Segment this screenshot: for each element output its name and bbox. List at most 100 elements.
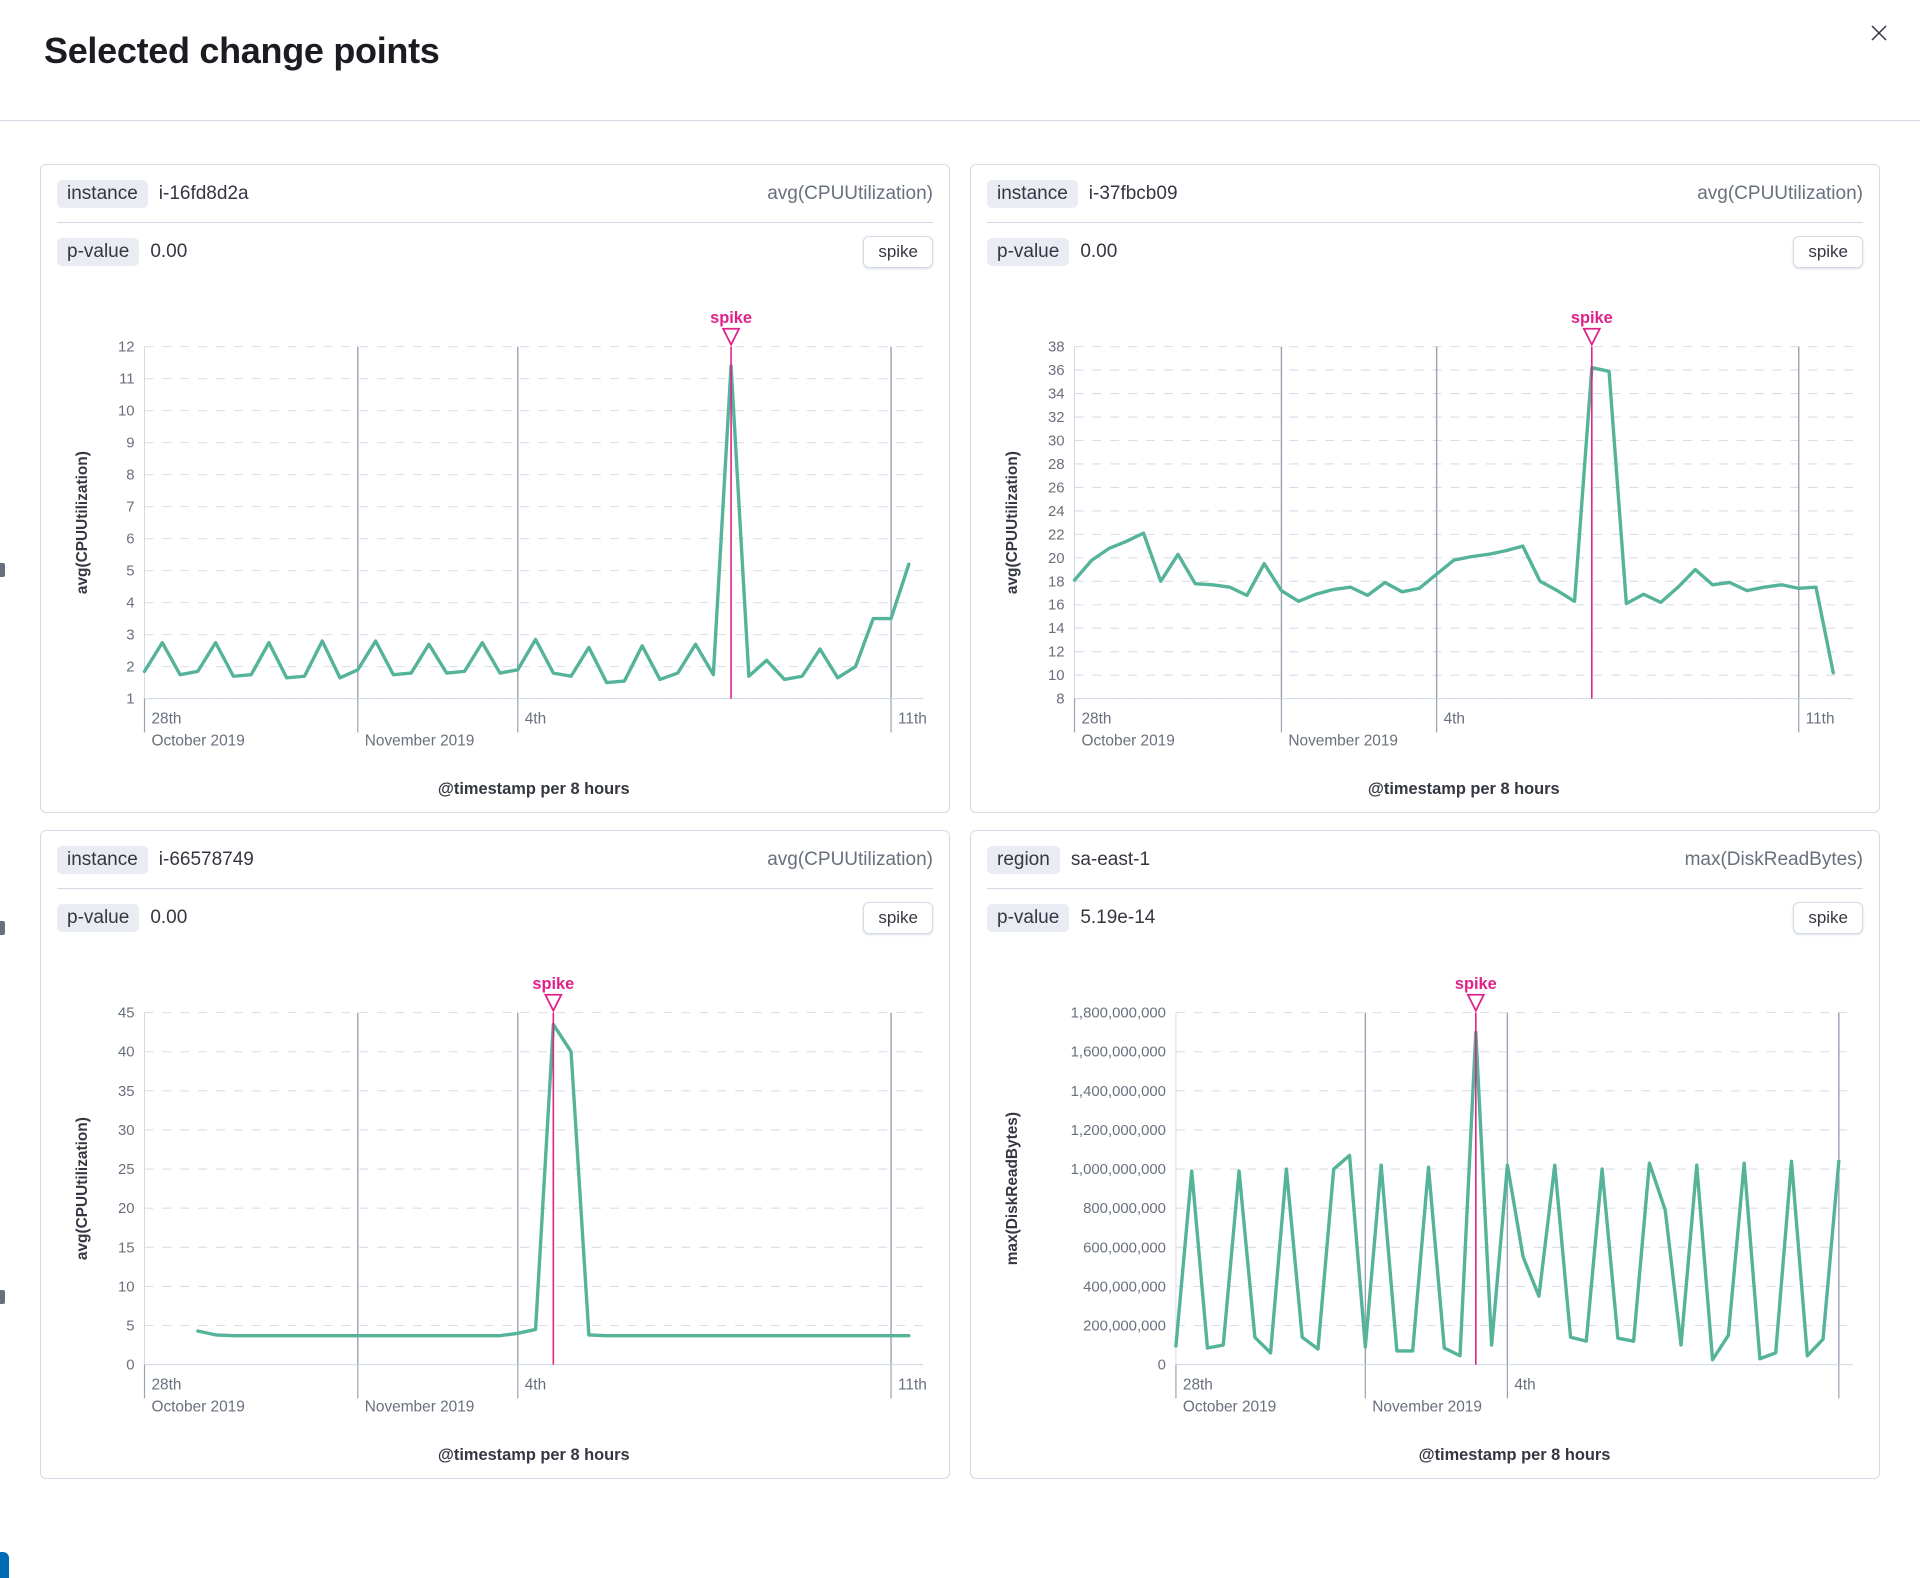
svg-text:11th: 11th — [898, 710, 927, 727]
change-point-panel-3: instance i-66578749 avg(CPUUtilization) … — [40, 830, 950, 1479]
p-value: 5.19e-14 — [1080, 907, 1156, 928]
svg-text:30: 30 — [118, 1123, 135, 1139]
background-artifact — [0, 563, 5, 577]
change-point-type-button[interactable]: spike — [863, 902, 933, 934]
svg-text:1,400,000,000: 1,400,000,000 — [1071, 1084, 1166, 1100]
p-value: 0.00 — [150, 241, 188, 262]
svg-text:800,000,000: 800,000,000 — [1083, 1201, 1166, 1217]
svg-text:8: 8 — [126, 468, 134, 484]
svg-text:22: 22 — [1048, 527, 1065, 543]
svg-text:October 2019: October 2019 — [1081, 732, 1174, 749]
change-point-chart: 0 5 10 15 20 25 30 35 40 45 28th October 2019 Novemb… — [74, 975, 927, 1464]
change-point-panel-1: instance i-16fd8d2a avg(CPUUtilization) … — [40, 164, 950, 813]
svg-text:12: 12 — [1048, 645, 1065, 661]
svg-text:October 2019: October 2019 — [151, 732, 244, 749]
svg-text:3: 3 — [126, 628, 134, 644]
svg-text:10: 10 — [1048, 668, 1065, 684]
chart-container: 0 5 10 15 20 25 30 35 40 45 28th October 2019 Novemb… — [57, 949, 933, 1476]
svg-text:1: 1 — [126, 692, 134, 708]
p-value-badge: p-value — [57, 238, 140, 266]
svg-text:28th: 28th — [151, 1376, 181, 1393]
change-point-chart: 8 10 12 14 16 18 20 22 24 26 28 30 32 34 36 38 28th Octob… — [1004, 309, 1854, 798]
svg-text:11: 11 — [119, 372, 134, 388]
change-point-panel-4: region sa-east-1 max(DiskReadBytes) p-va… — [970, 830, 1880, 1479]
svg-text:November 2019: November 2019 — [1288, 732, 1398, 749]
background-artifact — [0, 1552, 9, 1578]
svg-text:600,000,000: 600,000,000 — [1083, 1240, 1166, 1256]
panel-pvalue-row: p-value 0.00 spike — [57, 889, 933, 947]
chart-container: 0 200,000,000 400,000,000 600,000,000 800,00… — [987, 949, 1863, 1476]
svg-text:4th: 4th — [1514, 1376, 1535, 1393]
p-value: 0.00 — [150, 907, 188, 928]
svg-text:max(DiskReadBytes): max(DiskReadBytes) — [1004, 1112, 1021, 1265]
change-point-type-button[interactable]: spike — [1793, 236, 1863, 268]
svg-text:5: 5 — [126, 564, 134, 580]
modal-header: Selected change points — [0, 0, 1920, 121]
svg-text:1,600,000,000: 1,600,000,000 — [1071, 1045, 1166, 1061]
field-value: i-37fbcb09 — [1088, 182, 1178, 204]
svg-text:November 2019: November 2019 — [365, 1398, 475, 1415]
svg-text:4: 4 — [126, 596, 134, 612]
svg-text:November 2019: November 2019 — [1372, 1398, 1482, 1415]
modal-title: Selected change points — [44, 30, 440, 71]
svg-text:9: 9 — [126, 436, 134, 452]
field-name-badge: instance — [987, 179, 1078, 208]
svg-text:@timestamp per 8 hours: @timestamp per 8 hours — [1419, 1446, 1611, 1464]
svg-text:40: 40 — [118, 1045, 135, 1061]
panel-pvalue-row: p-value 0.00 spike — [57, 223, 933, 281]
svg-text:@timestamp per 8 hours: @timestamp per 8 hours — [438, 780, 630, 798]
svg-text:28: 28 — [1048, 457, 1065, 473]
svg-text:spike: spike — [1571, 309, 1613, 327]
svg-text:32: 32 — [1048, 410, 1065, 426]
p-value-badge: p-value — [987, 904, 1070, 932]
field-name-badge: instance — [57, 179, 148, 208]
svg-text:@timestamp per 8 hours: @timestamp per 8 hours — [438, 1446, 630, 1464]
svg-text:10: 10 — [118, 1279, 135, 1295]
svg-text:20: 20 — [1048, 551, 1065, 567]
svg-text:avg(CPUUtilization): avg(CPUUtilization) — [1004, 451, 1021, 594]
svg-text:October 2019: October 2019 — [1183, 1398, 1276, 1415]
metric-function-label: avg(CPUUtilization) — [1697, 182, 1863, 204]
svg-text:400,000,000: 400,000,000 — [1083, 1279, 1166, 1295]
svg-text:25: 25 — [118, 1162, 135, 1178]
metric-function-label: avg(CPUUtilization) — [767, 182, 933, 204]
svg-text:36: 36 — [1048, 363, 1065, 379]
svg-text:15: 15 — [118, 1240, 135, 1256]
field-name-badge: region — [987, 845, 1060, 874]
svg-text:1,800,000,000: 1,800,000,000 — [1071, 1006, 1166, 1022]
svg-text:avg(CPUUtilization): avg(CPUUtilization) — [74, 1117, 91, 1260]
panel-pvalue-row: p-value 0.00 spike — [987, 223, 1863, 281]
svg-text:spike: spike — [532, 975, 574, 993]
p-value: 0.00 — [1080, 241, 1118, 262]
p-value-badge: p-value — [57, 904, 140, 932]
background-artifact — [0, 1290, 5, 1304]
svg-text:avg(CPUUtilization): avg(CPUUtilization) — [74, 451, 91, 594]
svg-text:7: 7 — [126, 500, 134, 516]
change-point-type-button[interactable]: spike — [863, 236, 933, 268]
change-point-type-button[interactable]: spike — [1793, 902, 1863, 934]
background-artifact — [0, 921, 5, 935]
close-button[interactable] — [1864, 18, 1894, 48]
change-point-chart: 0 200,000,000 400,000,000 600,000,000 800,00… — [1004, 975, 1854, 1464]
field-value: sa-east-1 — [1070, 848, 1151, 870]
svg-text:14: 14 — [1048, 621, 1065, 637]
svg-text:38: 38 — [1048, 340, 1065, 356]
svg-text:12: 12 — [118, 340, 135, 356]
svg-text:0: 0 — [126, 1358, 134, 1374]
svg-text:spike: spike — [710, 309, 752, 327]
chart-container: 8 10 12 14 16 18 20 22 24 26 28 30 32 34 36 38 28th Octob… — [987, 283, 1863, 810]
p-value-badge: p-value — [987, 238, 1070, 266]
svg-text:4th: 4th — [525, 1376, 546, 1393]
svg-text:November 2019: November 2019 — [365, 732, 475, 749]
metric-function-label: avg(CPUUtilization) — [767, 848, 933, 870]
svg-text:11th: 11th — [898, 1376, 927, 1393]
svg-text:30: 30 — [1048, 433, 1065, 449]
chart-container: 1 2 3 4 5 6 7 8 9 10 11 12 28th October 2019 November … — [57, 283, 933, 810]
svg-text:26: 26 — [1048, 480, 1065, 496]
svg-text:4th: 4th — [1444, 710, 1465, 727]
svg-text:6: 6 — [126, 532, 134, 548]
svg-text:18: 18 — [1048, 574, 1065, 590]
field-value: i-66578749 — [158, 848, 254, 870]
svg-text:20: 20 — [118, 1201, 135, 1217]
